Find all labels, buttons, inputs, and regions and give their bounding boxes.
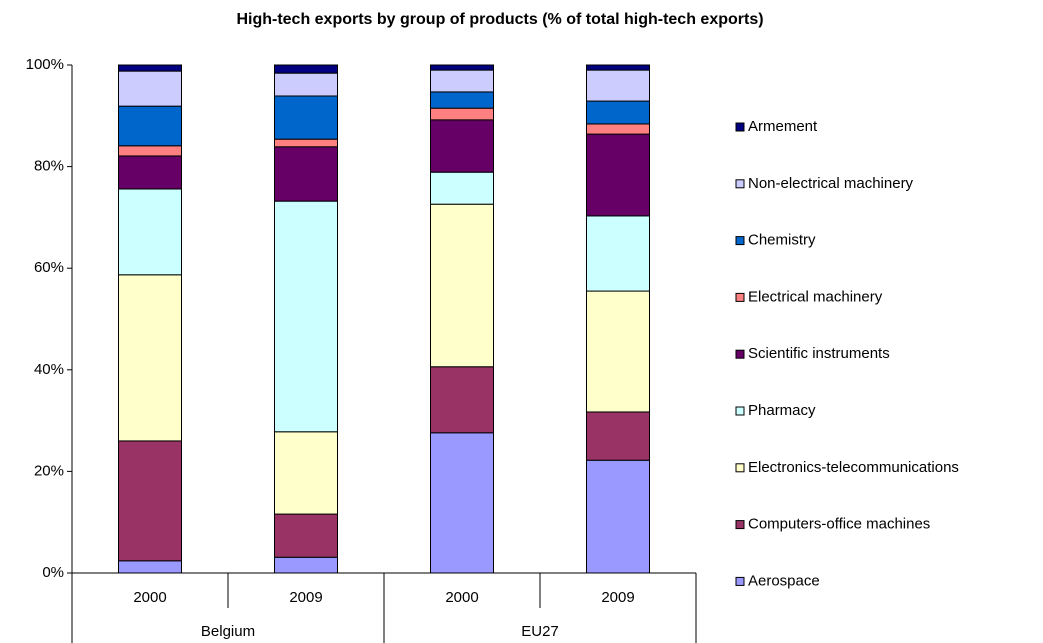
bar-segment [430, 119, 494, 173]
legend-label: Armement [748, 118, 818, 135]
bar-segment [586, 64, 650, 71]
bar-segment [118, 64, 182, 72]
bar-segment [274, 64, 338, 74]
bar-segment [118, 155, 182, 190]
bar-segment [118, 145, 182, 157]
bar-segment [586, 100, 650, 125]
y-tick-label: 20% [34, 462, 64, 479]
legend-swatch [735, 406, 745, 416]
group-label: Belgium [201, 623, 255, 640]
legend-label: Non-electrical machinery [748, 175, 914, 192]
legend-label: Aerospace [748, 572, 820, 589]
y-tick-label: 0% [42, 564, 64, 581]
bar-segment [118, 105, 182, 147]
x-tick-label: 2009 [289, 589, 322, 606]
bar-segment [430, 69, 494, 93]
bar-segment [586, 459, 650, 574]
legend-swatch [735, 520, 745, 530]
legend-swatch [735, 349, 745, 359]
bar-segment [430, 432, 494, 574]
bar-segment [430, 203, 494, 368]
legend-swatch [735, 463, 745, 473]
x-tick-label: 2000 [133, 589, 166, 606]
legend-swatch [735, 236, 745, 246]
legend-label: Pharmacy [748, 402, 816, 419]
bar-segment [274, 138, 338, 148]
bar-segment [118, 440, 182, 562]
bar-segment [274, 513, 338, 558]
bar-segment [586, 215, 650, 292]
legend-label: Electrical machinery [748, 288, 883, 305]
legend-label: Scientific instruments [748, 345, 890, 362]
legend-label: Electronics-telecommunications [748, 459, 959, 476]
legend-swatch [735, 576, 745, 586]
bar-segment [274, 556, 338, 574]
bar-segment [118, 560, 182, 574]
bar-segment [118, 70, 182, 107]
y-tick-label: 40% [34, 361, 64, 378]
bar-segment [430, 91, 494, 109]
legend-label: Chemistry [748, 232, 816, 249]
group-label: EU27 [521, 623, 559, 640]
y-tick-label: 100% [26, 56, 64, 73]
x-tick-label: 2000 [445, 589, 478, 606]
bar-segment [274, 146, 338, 202]
bar-segment [430, 107, 494, 121]
bar-segment [274, 200, 338, 433]
bar-segment [430, 64, 494, 71]
bar-segment [274, 72, 338, 97]
legend-label: Computers-office machines [748, 516, 930, 533]
bar-segment [586, 133, 650, 217]
bar-segment [430, 171, 494, 205]
bar-segment [274, 95, 338, 140]
y-tick-label: 60% [34, 259, 64, 276]
bar-segment [430, 366, 494, 434]
bar-segment [586, 69, 650, 102]
bar-segment [586, 123, 650, 135]
y-tick-label: 80% [34, 158, 64, 175]
legend-swatch [735, 179, 745, 189]
legend-swatch [735, 122, 745, 132]
legend-swatch [735, 292, 745, 302]
bar-segment [274, 431, 338, 515]
bar-segment [586, 411, 650, 461]
bar-segment [118, 274, 182, 442]
x-tick-label: 2009 [601, 589, 634, 606]
chart-title: High-tech exports by group of products (… [236, 11, 763, 28]
bar-segment [118, 188, 182, 276]
bar-segment [586, 290, 650, 413]
